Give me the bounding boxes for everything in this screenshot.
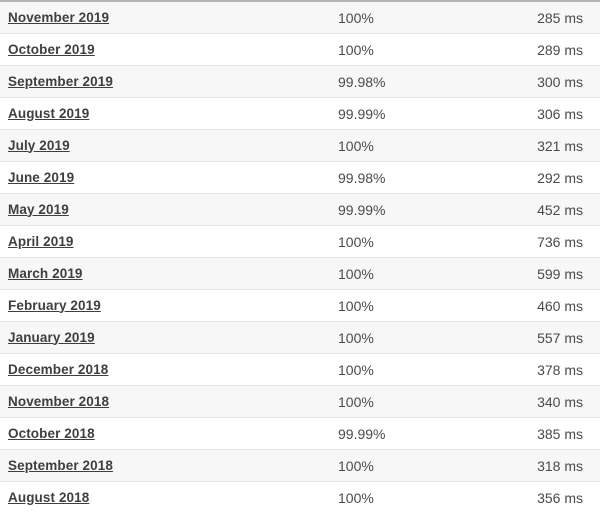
month-link[interactable]: July 2019 <box>8 137 70 153</box>
response-time-value: 599 ms <box>537 265 583 282</box>
uptime-value: 100% <box>338 329 374 346</box>
response-time-value: 289 ms <box>537 41 583 58</box>
month-cell: October 2018 <box>0 425 338 443</box>
uptime-value: 100% <box>338 297 374 314</box>
month-cell: July 2019 <box>0 137 338 155</box>
month-link[interactable]: March 2019 <box>8 265 83 281</box>
response-time-value: 285 ms <box>537 9 583 26</box>
month-cell: November 2019 <box>0 9 338 27</box>
month-link[interactable]: January 2019 <box>8 329 95 345</box>
month-cell: September 2018 <box>0 457 338 475</box>
response-time-value: 356 ms <box>537 489 583 506</box>
response-time-value: 452 ms <box>537 201 583 218</box>
month-link[interactable]: September 2018 <box>8 457 113 473</box>
month-link[interactable]: November 2018 <box>8 393 110 409</box>
uptime-value: 99.98% <box>338 169 386 186</box>
table-row: April 2019 100% 736 ms <box>0 226 600 258</box>
table-row: August 2019 99.99% 306 ms <box>0 98 600 130</box>
table-row: September 2018 100% 318 ms <box>0 450 600 482</box>
month-cell: October 2019 <box>0 41 338 59</box>
month-link[interactable]: February 2019 <box>8 297 101 313</box>
uptime-value: 99.99% <box>338 201 386 218</box>
month-cell: August 2019 <box>0 105 338 123</box>
table-row: October 2019 100% 289 ms <box>0 34 600 66</box>
month-link[interactable]: October 2019 <box>8 41 95 57</box>
table-row: August 2018 100% 356 ms <box>0 482 600 512</box>
table-row: December 2018 100% 378 ms <box>0 354 600 386</box>
uptime-value: 100% <box>338 361 374 378</box>
month-cell: January 2019 <box>0 329 338 347</box>
month-cell: June 2019 <box>0 169 338 187</box>
month-cell: February 2019 <box>0 297 338 315</box>
month-link[interactable]: May 2019 <box>8 201 69 217</box>
month-link[interactable]: August 2018 <box>8 489 90 505</box>
month-cell: March 2019 <box>0 265 338 283</box>
uptime-value: 100% <box>338 9 374 26</box>
table-row: November 2018 100% 340 ms <box>0 386 600 418</box>
table-row: March 2019 100% 599 ms <box>0 258 600 290</box>
response-time-value: 557 ms <box>537 329 583 346</box>
table-row: November 2019 100% 285 ms <box>0 2 600 34</box>
month-cell: November 2018 <box>0 393 338 411</box>
response-time-value: 736 ms <box>537 233 583 250</box>
month-link[interactable]: November 2019 <box>8 9 110 25</box>
response-time-value: 385 ms <box>537 425 583 442</box>
table-row: September 2019 99.98% 300 ms <box>0 66 600 98</box>
uptime-value: 100% <box>338 265 374 282</box>
response-time-value: 340 ms <box>537 393 583 410</box>
month-cell: September 2019 <box>0 73 338 91</box>
table-row: May 2019 99.99% 452 ms <box>0 194 600 226</box>
response-time-value: 460 ms <box>537 297 583 314</box>
month-cell: August 2018 <box>0 489 338 507</box>
uptime-value: 99.99% <box>338 105 386 122</box>
month-link[interactable]: December 2018 <box>8 361 109 377</box>
response-time-value: 292 ms <box>537 169 583 186</box>
table-row: January 2019 100% 557 ms <box>0 322 600 354</box>
month-cell: April 2019 <box>0 233 338 251</box>
response-time-value: 300 ms <box>537 73 583 90</box>
response-time-value: 318 ms <box>537 457 583 474</box>
uptime-value: 99.99% <box>338 425 386 442</box>
response-time-value: 378 ms <box>537 361 583 378</box>
uptime-value: 100% <box>338 137 374 154</box>
uptime-value: 100% <box>338 41 374 58</box>
uptime-value: 100% <box>338 457 374 474</box>
month-link[interactable]: April 2019 <box>8 233 74 249</box>
uptime-value: 100% <box>338 393 374 410</box>
table-row: June 2019 99.98% 292 ms <box>0 162 600 194</box>
table-row: October 2018 99.99% 385 ms <box>0 418 600 450</box>
uptime-value: 100% <box>338 489 374 506</box>
month-link[interactable]: October 2018 <box>8 425 95 441</box>
uptime-value: 99.98% <box>338 73 386 90</box>
response-time-value: 321 ms <box>537 137 583 154</box>
table-row: July 2019 100% 321 ms <box>0 130 600 162</box>
response-time-value: 306 ms <box>537 105 583 122</box>
month-cell: May 2019 <box>0 201 338 219</box>
month-link[interactable]: June 2019 <box>8 169 75 185</box>
table-row: February 2019 100% 460 ms <box>0 290 600 322</box>
month-link[interactable]: September 2019 <box>8 73 113 89</box>
uptime-value: 100% <box>338 233 374 250</box>
month-link[interactable]: August 2019 <box>8 105 90 121</box>
month-cell: December 2018 <box>0 361 338 379</box>
